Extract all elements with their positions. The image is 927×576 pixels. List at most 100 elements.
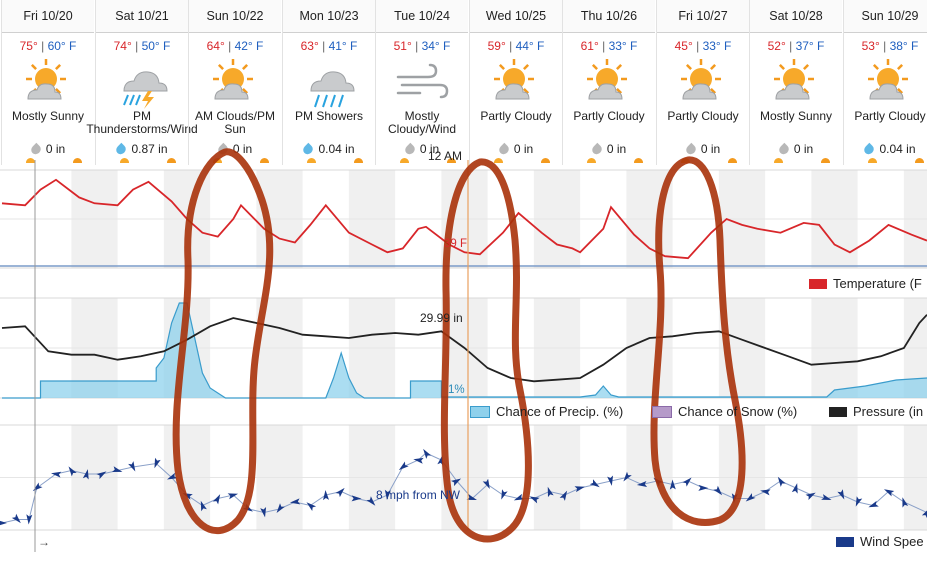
sunset-icon (915, 158, 924, 163)
arrow-glyph: → (38, 535, 50, 549)
forecast-day[interactable]: Thu 10/26 61° | 33° F Partly Cloudy 0 in (562, 0, 655, 165)
precip-value: 0 in (513, 142, 534, 156)
forecast-day[interactable]: Sat 10/21 74° | 50° F PM Thunderstorms/Win… (86, 0, 198, 165)
high-temp: 52° (767, 39, 786, 53)
sun-moon-markers (563, 158, 655, 166)
forecast-day[interactable]: Fri 10/27 45° | 33° F Partly Cloudy 0 in (656, 0, 749, 165)
wind-arrow-point (212, 494, 221, 505)
day-date: Fri 10/20 (2, 0, 94, 33)
sunrise-icon (868, 158, 877, 163)
wind-arrow-point (513, 493, 525, 501)
sunrise-icon (120, 158, 129, 163)
temp-separator: | (505, 39, 516, 53)
precip-value: 0 in (45, 142, 66, 156)
precip-amount: 0 in (750, 142, 842, 156)
high-temp: 63° (300, 39, 319, 53)
wind-arrow-point (128, 461, 136, 472)
legend-swatch-precip (470, 405, 490, 418)
sun-moon-markers (283, 158, 375, 166)
forecast-day[interactable]: Fri 10/20 75° | 60° F Mostly Sunny 0 in (1, 0, 94, 165)
forecast-day[interactable]: Sat 10/28 52° | 37° F Mostly Sunny 0 in (749, 0, 842, 165)
legend-snow[interactable]: Chance of Snow (%) (652, 404, 797, 419)
sunrise-icon (307, 158, 316, 163)
wind-arrow-point (529, 496, 540, 504)
sunset-icon (728, 158, 737, 163)
precip-value: 0 in (700, 142, 721, 156)
precip-value: 0.87 in (131, 142, 168, 156)
showers-icon (283, 54, 375, 110)
legend-temperature[interactable]: Temperature (F (809, 276, 922, 291)
high-temp: 53° (861, 39, 880, 53)
day-temps: 64° | 42° F (189, 39, 281, 54)
sun-cloud-icon (750, 54, 842, 110)
legend-label-pressure: Pressure (in (853, 404, 924, 419)
low-temp: 60° F (47, 39, 77, 53)
forecast-day[interactable]: Sun 10/29 53° | 38° F Partly Cloudy 0.04 in (843, 0, 927, 165)
wind-arrow-point (623, 471, 632, 482)
condition-text: Partly Cloudy (854, 109, 926, 123)
wind-arrow-point (51, 471, 62, 478)
condition-text: Mostly Sunny (11, 109, 85, 123)
forecast-day[interactable]: Tue 10/24 51° | 34° F Mostly Cloudy/Wind 0 … (375, 0, 468, 165)
wind-arrow-point (883, 489, 895, 497)
sunset-icon (73, 158, 82, 163)
wind-icon (376, 54, 468, 110)
temp-separator: | (131, 39, 142, 53)
day-date: Mon 10/23 (283, 0, 375, 33)
wind-arrow-point (306, 502, 317, 512)
sunset-icon (260, 158, 269, 163)
condition-text: Partly Cloudy (573, 109, 645, 123)
legend-label-wind: Wind Spee (860, 534, 924, 549)
day-temps: 59° | 44° F (470, 39, 562, 54)
wind-arrow-point (68, 466, 77, 477)
forecast-day[interactable]: Mon 10/23 63° | 41° F PM Showers 0.04 in (282, 0, 375, 165)
legend-label-precip: Chance of Precip. (%) (496, 404, 624, 419)
wind-arrow-point (0, 520, 7, 526)
wind-chart (0, 448, 927, 526)
wind-arrow-point (547, 486, 554, 498)
day-temps: 63° | 41° F (283, 39, 375, 54)
sun-cloud-icon (657, 54, 749, 110)
handwritten-annotations (172, 148, 746, 543)
annotation-loop (440, 158, 532, 543)
day-temps: 51° | 34° F (376, 39, 468, 54)
wind-arrow-point (921, 508, 927, 519)
legend-swatch-wind (836, 536, 854, 547)
sunset-icon (541, 158, 550, 163)
precip-line (2, 302, 927, 399)
wind-arrow-point (398, 461, 409, 471)
low-temp: 42° F (234, 39, 264, 53)
forecast-day[interactable]: Wed 10/25 59° | 44° F Partly Cloudy 0 in (469, 0, 562, 165)
precip-amount: 0 in (376, 142, 468, 156)
day-date: Tue 10/24 (376, 0, 468, 33)
condition-text: Partly Cloudy (667, 109, 739, 123)
forecast-day[interactable]: Sun 10/22 64° | 42° F AM Clouds/PM Sun 0 in (188, 0, 281, 165)
wind-arrow-point (166, 472, 178, 480)
wind-arrow-point (589, 479, 600, 488)
day-temps: 52° | 37° F (750, 39, 842, 54)
sun-moon-markers (844, 158, 927, 166)
wind-arrow-point (821, 494, 832, 501)
wind-arrow-point (855, 496, 863, 507)
wind-arrow-point (11, 513, 21, 524)
wind-arrow-point (501, 489, 508, 500)
wind-arrow-point (423, 448, 432, 459)
pressure-tooltip: 29.99 in (420, 311, 463, 325)
day-date: Sat 10/21 (96, 0, 188, 33)
wind-arrow-point (413, 457, 424, 464)
temp-tooltip: 39 F (444, 238, 468, 250)
pressure-chart (1, 314, 927, 383)
precip-value: 0 in (793, 142, 814, 156)
precip-value: 0.04 in (879, 142, 916, 156)
high-temp: 61° (580, 39, 599, 53)
precip-amount: 0 in (2, 142, 94, 156)
wind-arrow-point (777, 476, 786, 487)
condition-text: Partly Cloudy (480, 109, 552, 123)
legend-pressure[interactable]: Pressure (in (829, 404, 923, 419)
high-temp: 75° (19, 39, 38, 53)
legend-precip[interactable]: Chance of Precip. (%) (470, 404, 623, 419)
wind-arrow-point (745, 493, 756, 502)
wind-tooltip: 8 mph from NW (376, 488, 461, 502)
legend-wind[interactable]: Wind Spee (836, 534, 924, 549)
now-marker-label: 12 AM (428, 149, 463, 163)
